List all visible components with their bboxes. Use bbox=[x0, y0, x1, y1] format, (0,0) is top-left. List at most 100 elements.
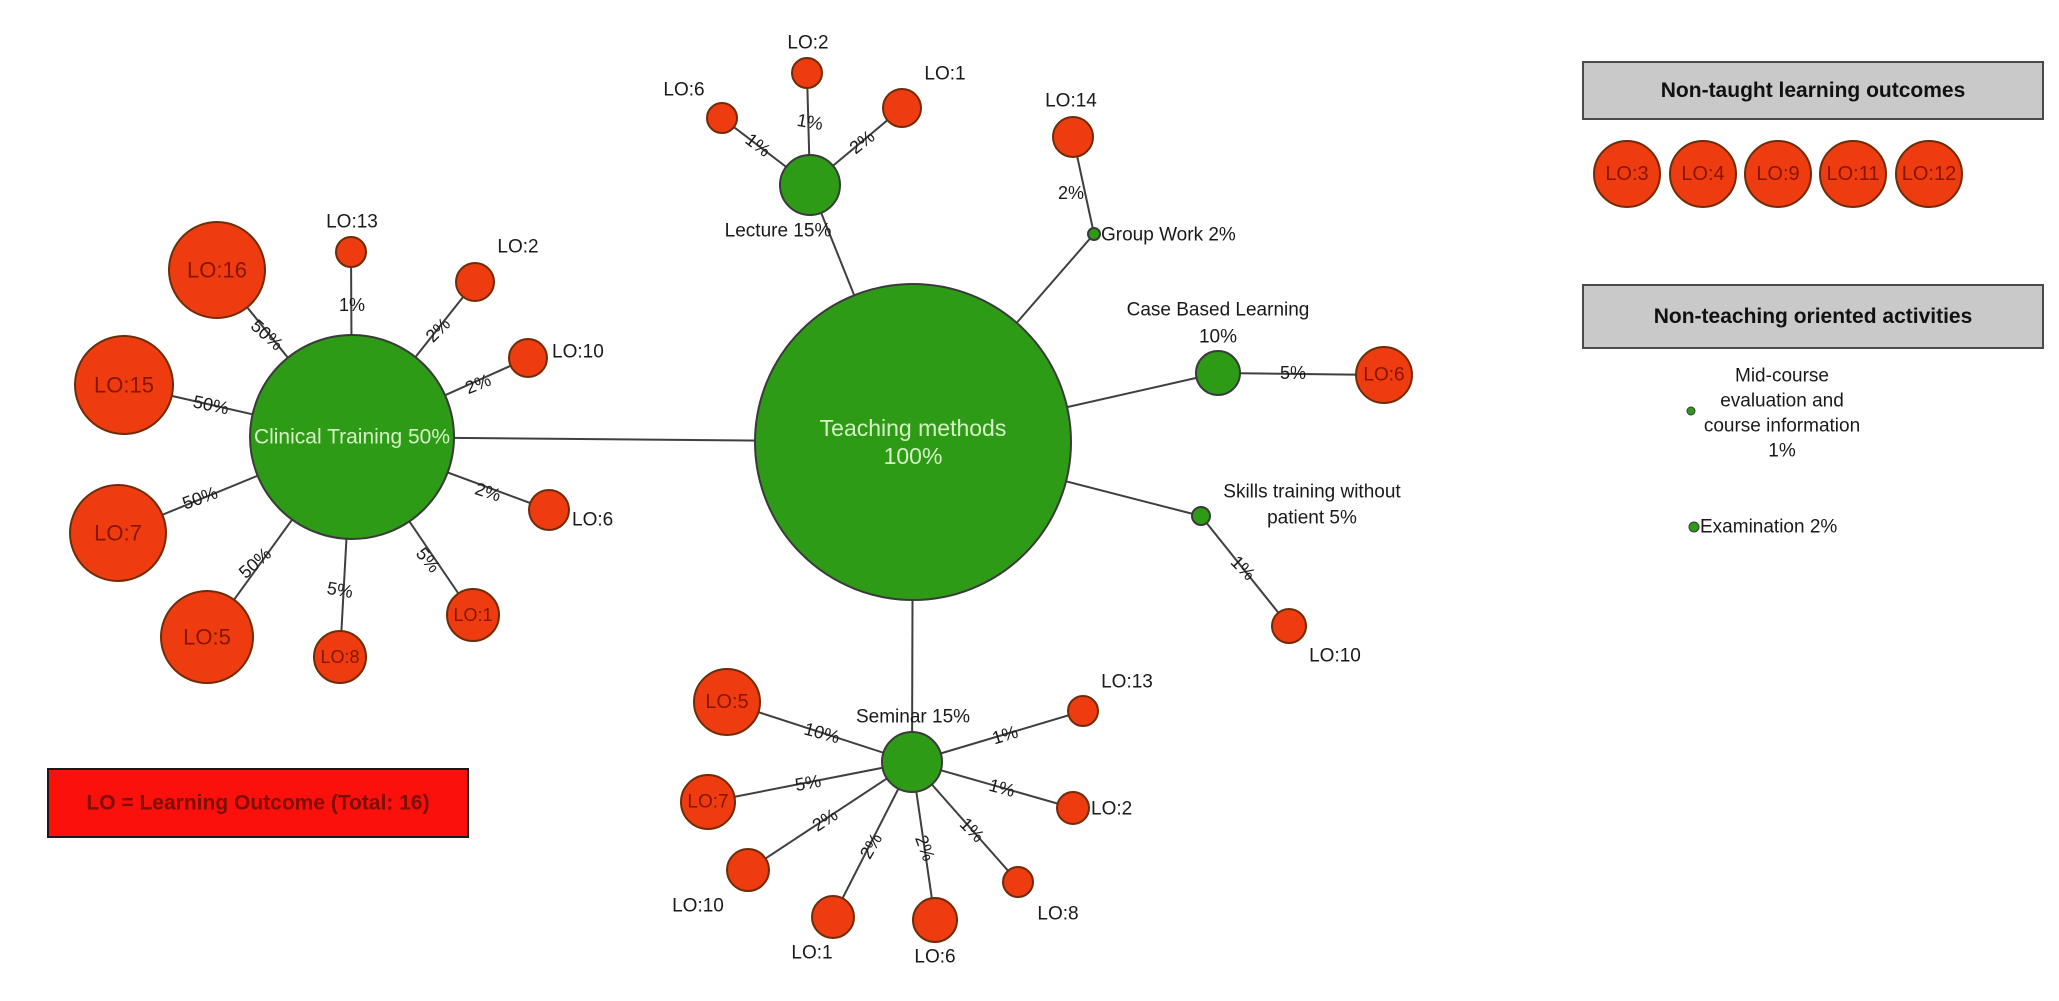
edge-label-clinical-ct-lo1: 5% bbox=[412, 544, 444, 577]
node-sem-lo8-label: LO:8 bbox=[1037, 904, 1078, 925]
non-taught-lo11-label: LO:11 bbox=[1827, 163, 1880, 185]
edge-label-seminar-sem-lo7: 5% bbox=[793, 771, 822, 795]
node-ct-lo8-circle bbox=[313, 630, 367, 684]
edge-seminar-sem-lo10 bbox=[747, 761, 913, 871]
edge-label-lecture-lec-lo6: 1% bbox=[742, 129, 775, 161]
node-sem-lo6-label: LO:6 bbox=[914, 947, 955, 968]
node-ct-lo13-label: LO:13 bbox=[326, 212, 378, 233]
node-sem-lo2-label: LO:2 bbox=[1091, 799, 1132, 820]
node-gw-lo14-label: LO:14 bbox=[1045, 91, 1097, 112]
edge-label-lecture-lec-lo2: 1% bbox=[795, 110, 824, 134]
node-ct-lo13-circle bbox=[335, 236, 367, 268]
node-lecture-label: Lecture 15% bbox=[725, 221, 832, 242]
non-taught-lo11-circle bbox=[1819, 140, 1887, 208]
node-lec-lo1-circle bbox=[882, 88, 922, 128]
edge-label-clinical-ct-lo15: 50% bbox=[191, 391, 230, 418]
legend-text: LO = Learning Outcome (Total: 16) bbox=[86, 792, 429, 815]
node-clinical-circle bbox=[249, 334, 455, 540]
node-teaching-label: Teaching methods bbox=[820, 415, 1007, 441]
non-taught-lo12-label: LO:12 bbox=[1902, 163, 1956, 185]
node-cbl-lo6-label: LO:6 bbox=[1363, 365, 1404, 386]
edge-skills-skt-lo10 bbox=[1200, 515, 1290, 627]
node-groupwork-circle bbox=[1087, 227, 1101, 241]
node-ct-lo5-label: LO:5 bbox=[183, 625, 231, 650]
non-teaching-item-0-label: Mid-course bbox=[1735, 366, 1829, 387]
legend-layer: LO = Learning Outcome (Total: 16) bbox=[47, 768, 469, 838]
legend-box bbox=[47, 768, 469, 838]
node-lec-lo6-circle bbox=[706, 102, 738, 134]
node-casebased-label: 10% bbox=[1199, 327, 1237, 348]
node-ct-lo6-label: LO:6 bbox=[572, 510, 613, 531]
non-taught-lo12-circle bbox=[1895, 140, 1963, 208]
edge-label-seminar-sem-lo10: 2% bbox=[809, 805, 842, 836]
node-seminar-label: Seminar 15% bbox=[856, 707, 970, 728]
node-lec-lo2-label: LO:2 bbox=[787, 33, 828, 54]
node-sem-lo10-label: LO:10 bbox=[672, 896, 724, 917]
node-ct-lo8-label: LO:8 bbox=[320, 647, 359, 667]
non-taught-lo9-circle bbox=[1744, 140, 1812, 208]
non-taught-outcome-circles: LO:3 LO:4 LO:9 LO:11 LO:12 bbox=[1593, 140, 1963, 208]
node-ct-lo10-circle bbox=[508, 338, 548, 378]
node-sem-lo5-label: LO:5 bbox=[705, 691, 748, 713]
edge-label-clinical-ct-lo5: 50% bbox=[235, 544, 275, 583]
node-ct-lo5-circle bbox=[160, 590, 254, 684]
edge-seminar-sem-lo7 bbox=[707, 761, 913, 803]
edge-label-clinical-ct-lo6: 2% bbox=[473, 478, 504, 505]
non-teaching-item-0-label: evaluation and bbox=[1720, 391, 1844, 412]
nodes-layer bbox=[69, 57, 1413, 943]
node-sem-lo5-circle bbox=[693, 668, 761, 736]
node-skills-label: Skills training without bbox=[1223, 482, 1401, 503]
node-ct-lo15-circle bbox=[74, 335, 174, 435]
node-ct-lo1-circle bbox=[446, 588, 500, 642]
node-gw-lo14-circle bbox=[1052, 116, 1094, 158]
non-taught-lo3-label: LO:3 bbox=[1605, 163, 1648, 185]
edge-label-seminar-sem-lo5: 10% bbox=[802, 719, 842, 748]
edge-label-clinical-ct-lo13: 1% bbox=[339, 295, 365, 315]
node-ct-lo1-label: LO:1 bbox=[453, 605, 492, 625]
non-taught-panel-box bbox=[1582, 61, 2044, 120]
non-taught-lo4-circle bbox=[1669, 140, 1737, 208]
node-sem-lo1-label: LO:1 bbox=[791, 943, 832, 964]
node-ct-lo2-circle bbox=[455, 262, 495, 302]
non-teaching-item-1-dot bbox=[1688, 521, 1700, 533]
node-sem-lo7-circle bbox=[680, 774, 736, 830]
node-sem-lo10-circle bbox=[726, 848, 770, 892]
edge-label-clinical-ct-lo10: 2% bbox=[462, 370, 494, 398]
node-groupwork-label: Group Work 2% bbox=[1101, 225, 1236, 246]
node-seminar-circle bbox=[881, 731, 943, 793]
node-sem-lo13-label: LO:13 bbox=[1101, 672, 1153, 693]
edge-label-seminar-sem-lo13: 1% bbox=[990, 722, 1021, 749]
non-taught-panel-title: Non-taught learning outcomes bbox=[1661, 79, 1966, 102]
node-ct-lo15-label: LO:15 bbox=[94, 373, 154, 398]
node-sem-lo8-circle bbox=[1002, 866, 1034, 898]
non-teaching-items: Mid-course evaluation and course informati… bbox=[1686, 366, 1860, 538]
node-clinical-label: Clinical Training 50% bbox=[254, 426, 450, 449]
node-skt-lo10-label: LO:10 bbox=[1309, 646, 1361, 667]
node-skills-label: patient 5% bbox=[1267, 508, 1357, 529]
node-ct-lo16-circle bbox=[168, 221, 266, 319]
edge-label-groupwork-gw-lo14: 2% bbox=[1058, 183, 1084, 203]
non-teaching-panel-box bbox=[1582, 284, 2044, 349]
non-taught-lo3-circle bbox=[1593, 140, 1661, 208]
node-ct-lo7-circle bbox=[69, 484, 167, 582]
node-teaching-circle bbox=[754, 283, 1072, 601]
non-teaching-item-0-label: 1% bbox=[1768, 441, 1796, 462]
node-lec-lo6-label: LO:6 bbox=[663, 80, 704, 101]
node-lec-lo1-label: LO:1 bbox=[924, 64, 965, 85]
node-casebased-label: Case Based Learning bbox=[1127, 300, 1310, 321]
non-teaching-item-0-label: course information bbox=[1704, 416, 1860, 437]
node-skt-lo10-circle bbox=[1271, 608, 1307, 644]
edge-label-skills-skt-lo10: 1% bbox=[1227, 552, 1260, 585]
node-cbl-lo6-circle bbox=[1355, 346, 1413, 404]
non-teaching-panel-title: Non-teaching oriented activities bbox=[1654, 305, 1973, 328]
node-sem-lo6-circle bbox=[912, 897, 958, 943]
non-taught-lo4-label: LO:4 bbox=[1681, 163, 1724, 185]
node-sem-lo13-circle bbox=[1067, 695, 1099, 727]
node-sem-lo2-circle bbox=[1056, 791, 1090, 825]
node-ct-lo10-label: LO:10 bbox=[552, 342, 604, 363]
edge-label-clinical-ct-lo8: 5% bbox=[325, 578, 354, 602]
node-lecture-circle bbox=[779, 154, 841, 216]
non-taught-lo9-label: LO:9 bbox=[1756, 163, 1799, 185]
node-teaching-label: 100% bbox=[884, 443, 943, 469]
